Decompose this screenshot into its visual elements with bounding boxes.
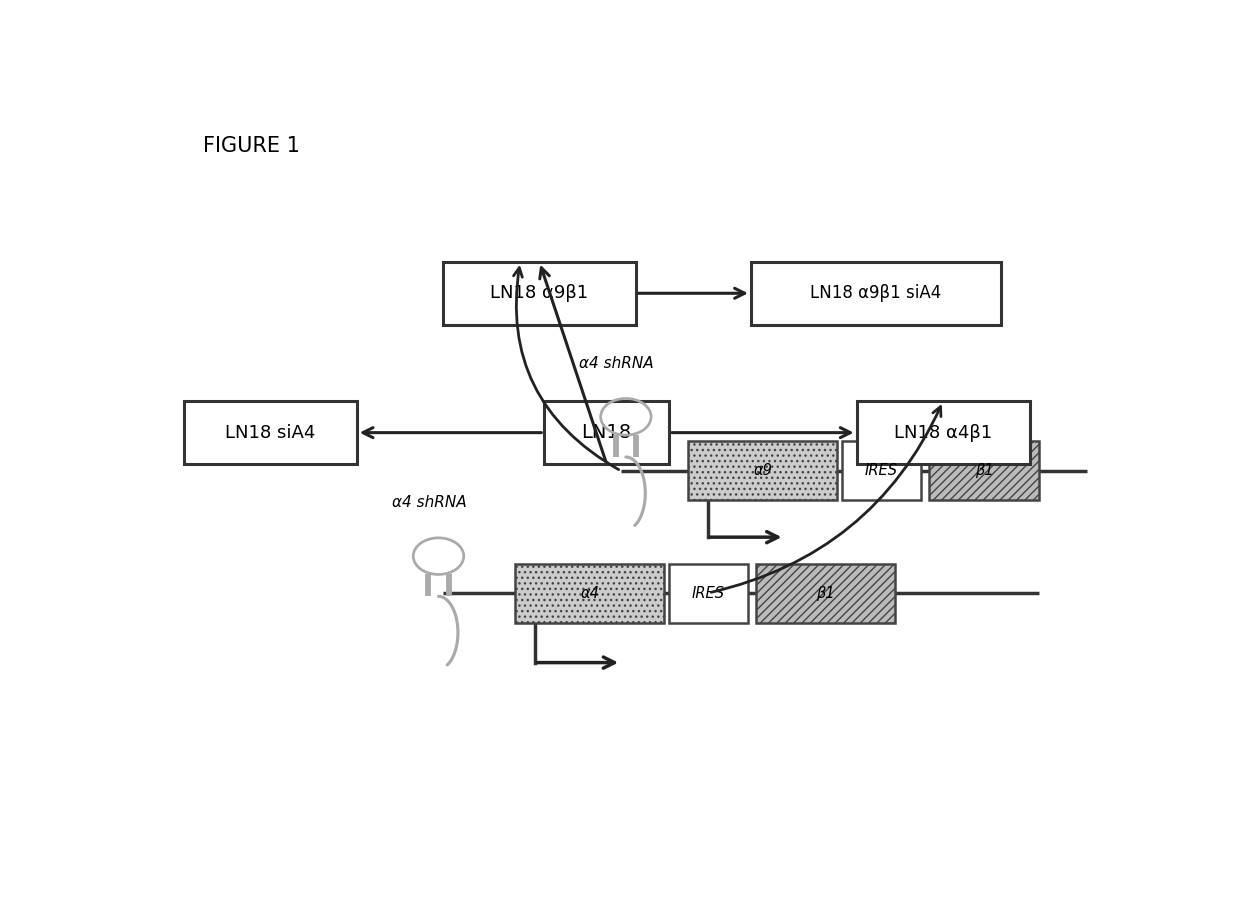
FancyBboxPatch shape (444, 262, 635, 325)
FancyBboxPatch shape (929, 441, 1039, 500)
FancyBboxPatch shape (857, 401, 1029, 464)
Text: LN18 α9β1 siA4: LN18 α9β1 siA4 (810, 284, 941, 302)
Text: LN18 α9β1: LN18 α9β1 (490, 284, 589, 302)
Text: LN18 α4β1: LN18 α4β1 (894, 424, 992, 442)
FancyBboxPatch shape (755, 564, 895, 623)
FancyBboxPatch shape (670, 564, 748, 623)
FancyBboxPatch shape (688, 441, 837, 500)
Text: α4 shRNA: α4 shRNA (579, 356, 653, 371)
Text: α4 shRNA: α4 shRNA (392, 495, 466, 510)
Text: LN18: LN18 (582, 424, 631, 443)
FancyBboxPatch shape (516, 564, 665, 623)
Text: IRES: IRES (692, 586, 725, 601)
Text: IRES: IRES (866, 463, 898, 478)
FancyBboxPatch shape (842, 441, 921, 500)
FancyBboxPatch shape (544, 401, 670, 464)
Text: β1: β1 (975, 463, 993, 478)
Text: FIGURE 1: FIGURE 1 (203, 137, 300, 157)
Text: LN18 siA4: LN18 siA4 (226, 424, 315, 442)
FancyBboxPatch shape (751, 262, 1001, 325)
FancyBboxPatch shape (184, 401, 357, 464)
Text: α9: α9 (754, 463, 773, 478)
Text: α4: α4 (580, 586, 599, 601)
Text: β1: β1 (816, 586, 835, 601)
